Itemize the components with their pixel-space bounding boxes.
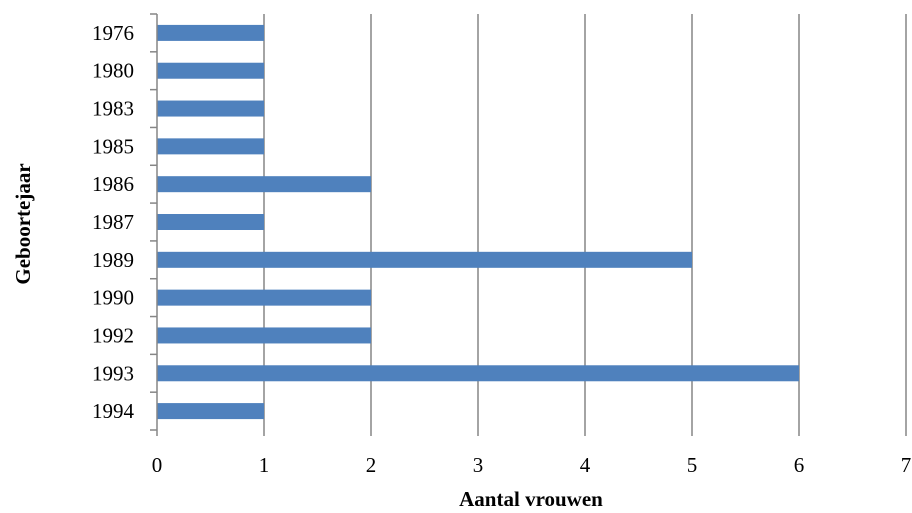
y-tick-label: 1983 [92, 97, 134, 121]
x-axis-title: Aantal vrouwen [459, 487, 603, 511]
x-tick-label: 7 [901, 453, 912, 477]
y-tick-label: 1987 [92, 210, 134, 234]
y-tick-label: 1989 [92, 248, 134, 272]
x-tick-label: 1 [259, 453, 270, 477]
y-tick-label: 1986 [92, 172, 134, 196]
y-tick-label: 1994 [92, 399, 135, 423]
bar-1993 [157, 365, 799, 382]
bar-1986 [157, 176, 371, 193]
y-axis-title: Geboortejaar [11, 163, 35, 284]
x-tick-labels: 0 1 2 3 4 5 6 7 [152, 453, 912, 477]
axes [150, 13, 907, 436]
bar-1985 [157, 138, 264, 155]
y-tick-label: 1992 [92, 323, 134, 347]
x-tick-label: 3 [473, 453, 484, 477]
bar-1983 [157, 100, 264, 117]
x-tick-label: 5 [687, 453, 698, 477]
bar-1987 [157, 214, 264, 230]
x-tick-label: 4 [580, 453, 591, 477]
bar-1989 [157, 251, 692, 268]
y-tick-label: 1993 [92, 361, 134, 385]
gridlines [263, 14, 907, 430]
bar-1990 [157, 289, 371, 306]
y-tick-labels: 1976 1980 1983 1985 1986 1987 1989 1990 1992 1993… [92, 21, 135, 423]
bar-1994 [157, 403, 264, 420]
x-tick-label: 6 [794, 453, 805, 477]
y-tick-label: 1976 [92, 21, 134, 45]
bars [157, 24, 799, 420]
bar-1980 [157, 62, 264, 79]
bar-1976 [157, 24, 264, 41]
x-tick-label: 2 [366, 453, 377, 477]
y-tick-label: 1985 [92, 134, 134, 158]
x-tick-label: 0 [152, 453, 163, 477]
y-tick-label: 1980 [92, 59, 134, 83]
y-tick-label: 1990 [92, 286, 134, 310]
bar-1992 [157, 327, 371, 344]
